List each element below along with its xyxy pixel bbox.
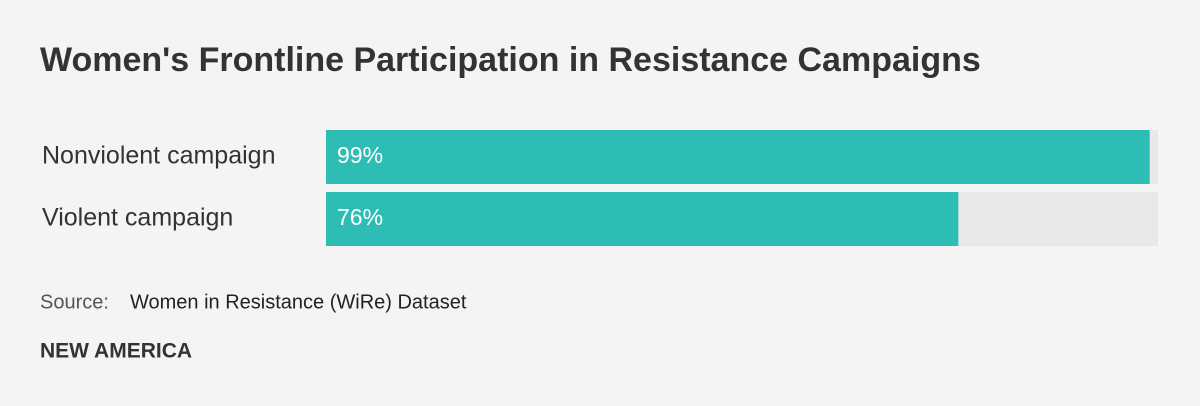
value-label: 76% (337, 204, 383, 230)
brand: NEW AMERICA (40, 340, 192, 363)
bar (326, 192, 959, 246)
value-label: 99% (337, 142, 383, 168)
category-label: Violent campaign (42, 204, 233, 232)
bar (326, 130, 1150, 184)
source-label: Source: (40, 291, 109, 313)
source: Women in Resistance (WiRe) Dataset (130, 291, 467, 313)
chart-title: Women's Frontline Participation in Resis… (40, 41, 981, 79)
category-label: Nonviolent campaign (42, 142, 275, 170)
